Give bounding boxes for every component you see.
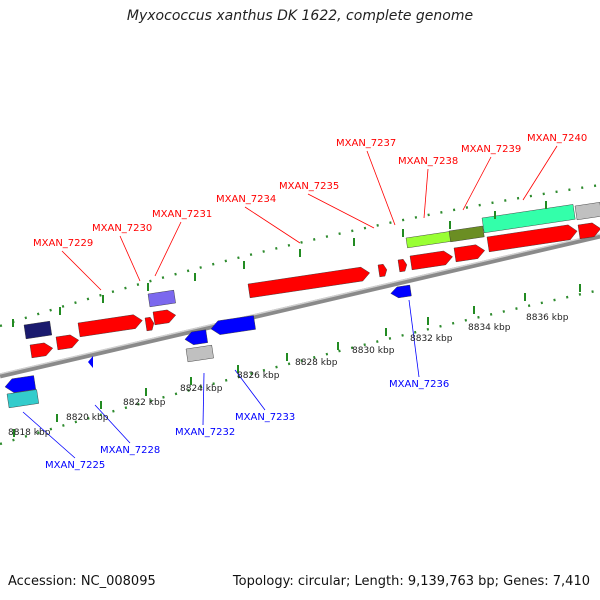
reverse-gene-label: MXAN_7228: [100, 445, 160, 456]
scale-label: 8820 kbp: [66, 413, 109, 423]
forward-gene-label: MXAN_7235: [279, 181, 339, 192]
label-connector: [234, 369, 266, 411]
label-connector: [408, 299, 420, 378]
reverse-gene-arrow: [184, 329, 208, 345]
forward-gene-label: MXAN_7234: [216, 194, 276, 205]
forward-gene-arrow: [144, 317, 155, 332]
inner-dotted-arc: [0, 288, 600, 446]
forward-gene-arrow: [55, 334, 80, 351]
forward-gene-arrow: [577, 222, 600, 240]
scale-label: 8836 kbp: [526, 313, 569, 323]
label-connector: [119, 235, 141, 282]
feature-block: [405, 231, 452, 249]
label-connector: [522, 145, 558, 201]
feature-block: [23, 320, 53, 340]
forward-gene-label: MXAN_7240: [527, 133, 587, 144]
gene-labels: MXAN_7229MXAN_7230MXAN_7231MXAN_7234MXAN…: [33, 133, 587, 471]
forward-gene-arrow: [486, 224, 578, 253]
reverse-gene-label: MXAN_7232: [175, 427, 235, 438]
scale-label: 8834 kbp: [468, 323, 511, 333]
feature-block: [6, 389, 39, 409]
label-connector: [462, 156, 492, 211]
reverse-gene-label: MXAN_7225: [45, 460, 105, 471]
reverse-gene-label: MXAN_7233: [235, 412, 295, 423]
label-connector: [94, 404, 131, 444]
genome-backbone: [0, 233, 600, 379]
feature-block: [448, 225, 485, 243]
forward-gene-label: MXAN_7229: [33, 238, 93, 249]
label-connector: [423, 168, 429, 219]
scale-label: 8818 kbp: [8, 428, 51, 438]
label-connector: [61, 250, 102, 291]
accession-text: Accession: NC_008095: [8, 574, 156, 589]
label-connector: [366, 150, 396, 226]
forward-gene-label: MXAN_7231: [152, 209, 212, 220]
scale-label: 8826 kbp: [237, 371, 280, 381]
reverse-gene-arrow: [210, 315, 256, 335]
scale-label: 8822 kbp: [123, 398, 166, 408]
forward-gene-arrow: [77, 314, 143, 338]
map-title: Myxococcus xanthus DK 1622, complete gen…: [126, 8, 474, 24]
scale-label: 8824 kbp: [180, 384, 223, 394]
forward-gene-arrow: [152, 309, 177, 326]
label-connector: [22, 411, 76, 459]
forward-gene-label: MXAN_7239: [461, 144, 521, 155]
forward-gene-label: MXAN_7230: [92, 223, 152, 234]
forward-gene-arrow: [247, 266, 370, 299]
forward-gene-arrow: [453, 244, 486, 263]
feature-block: [185, 344, 214, 363]
label-connectors: [22, 145, 558, 459]
forward-gene-arrow: [377, 264, 388, 278]
feature-block: [147, 289, 176, 308]
feature-block: [481, 204, 576, 234]
forward-gene-arrow: [397, 259, 408, 273]
label-connector: [244, 206, 301, 244]
reverse-gene-arrow: [390, 284, 412, 299]
forward-gene-label: MXAN_7237: [336, 138, 396, 149]
reverse-gene-label: MXAN_7236: [389, 379, 449, 390]
label-connector: [202, 372, 205, 426]
forward-gene-label: MXAN_7238: [398, 156, 458, 167]
scale-labels: 8818 kbp 8820 kbp 8822 kbp 8824 kbp 8826 kbp…: [8, 313, 569, 438]
reverse-gene-arrow: [88, 356, 93, 368]
reverse-gene-arrow: [4, 375, 36, 393]
label-connector: [307, 193, 375, 229]
scale-label: 8830 kbp: [352, 346, 395, 356]
scale-label: 8832 kbp: [410, 334, 453, 344]
feature-block: [574, 202, 600, 221]
genome-summary-text: Topology: circular; Length: 9,139,763 bp…: [232, 574, 590, 589]
forward-gene-arrow: [29, 342, 54, 359]
forward-gene-arrow: [409, 250, 453, 271]
label-connector: [154, 221, 182, 277]
scale-label: 8828 kbp: [295, 358, 338, 368]
gene-features: [4, 201, 600, 437]
